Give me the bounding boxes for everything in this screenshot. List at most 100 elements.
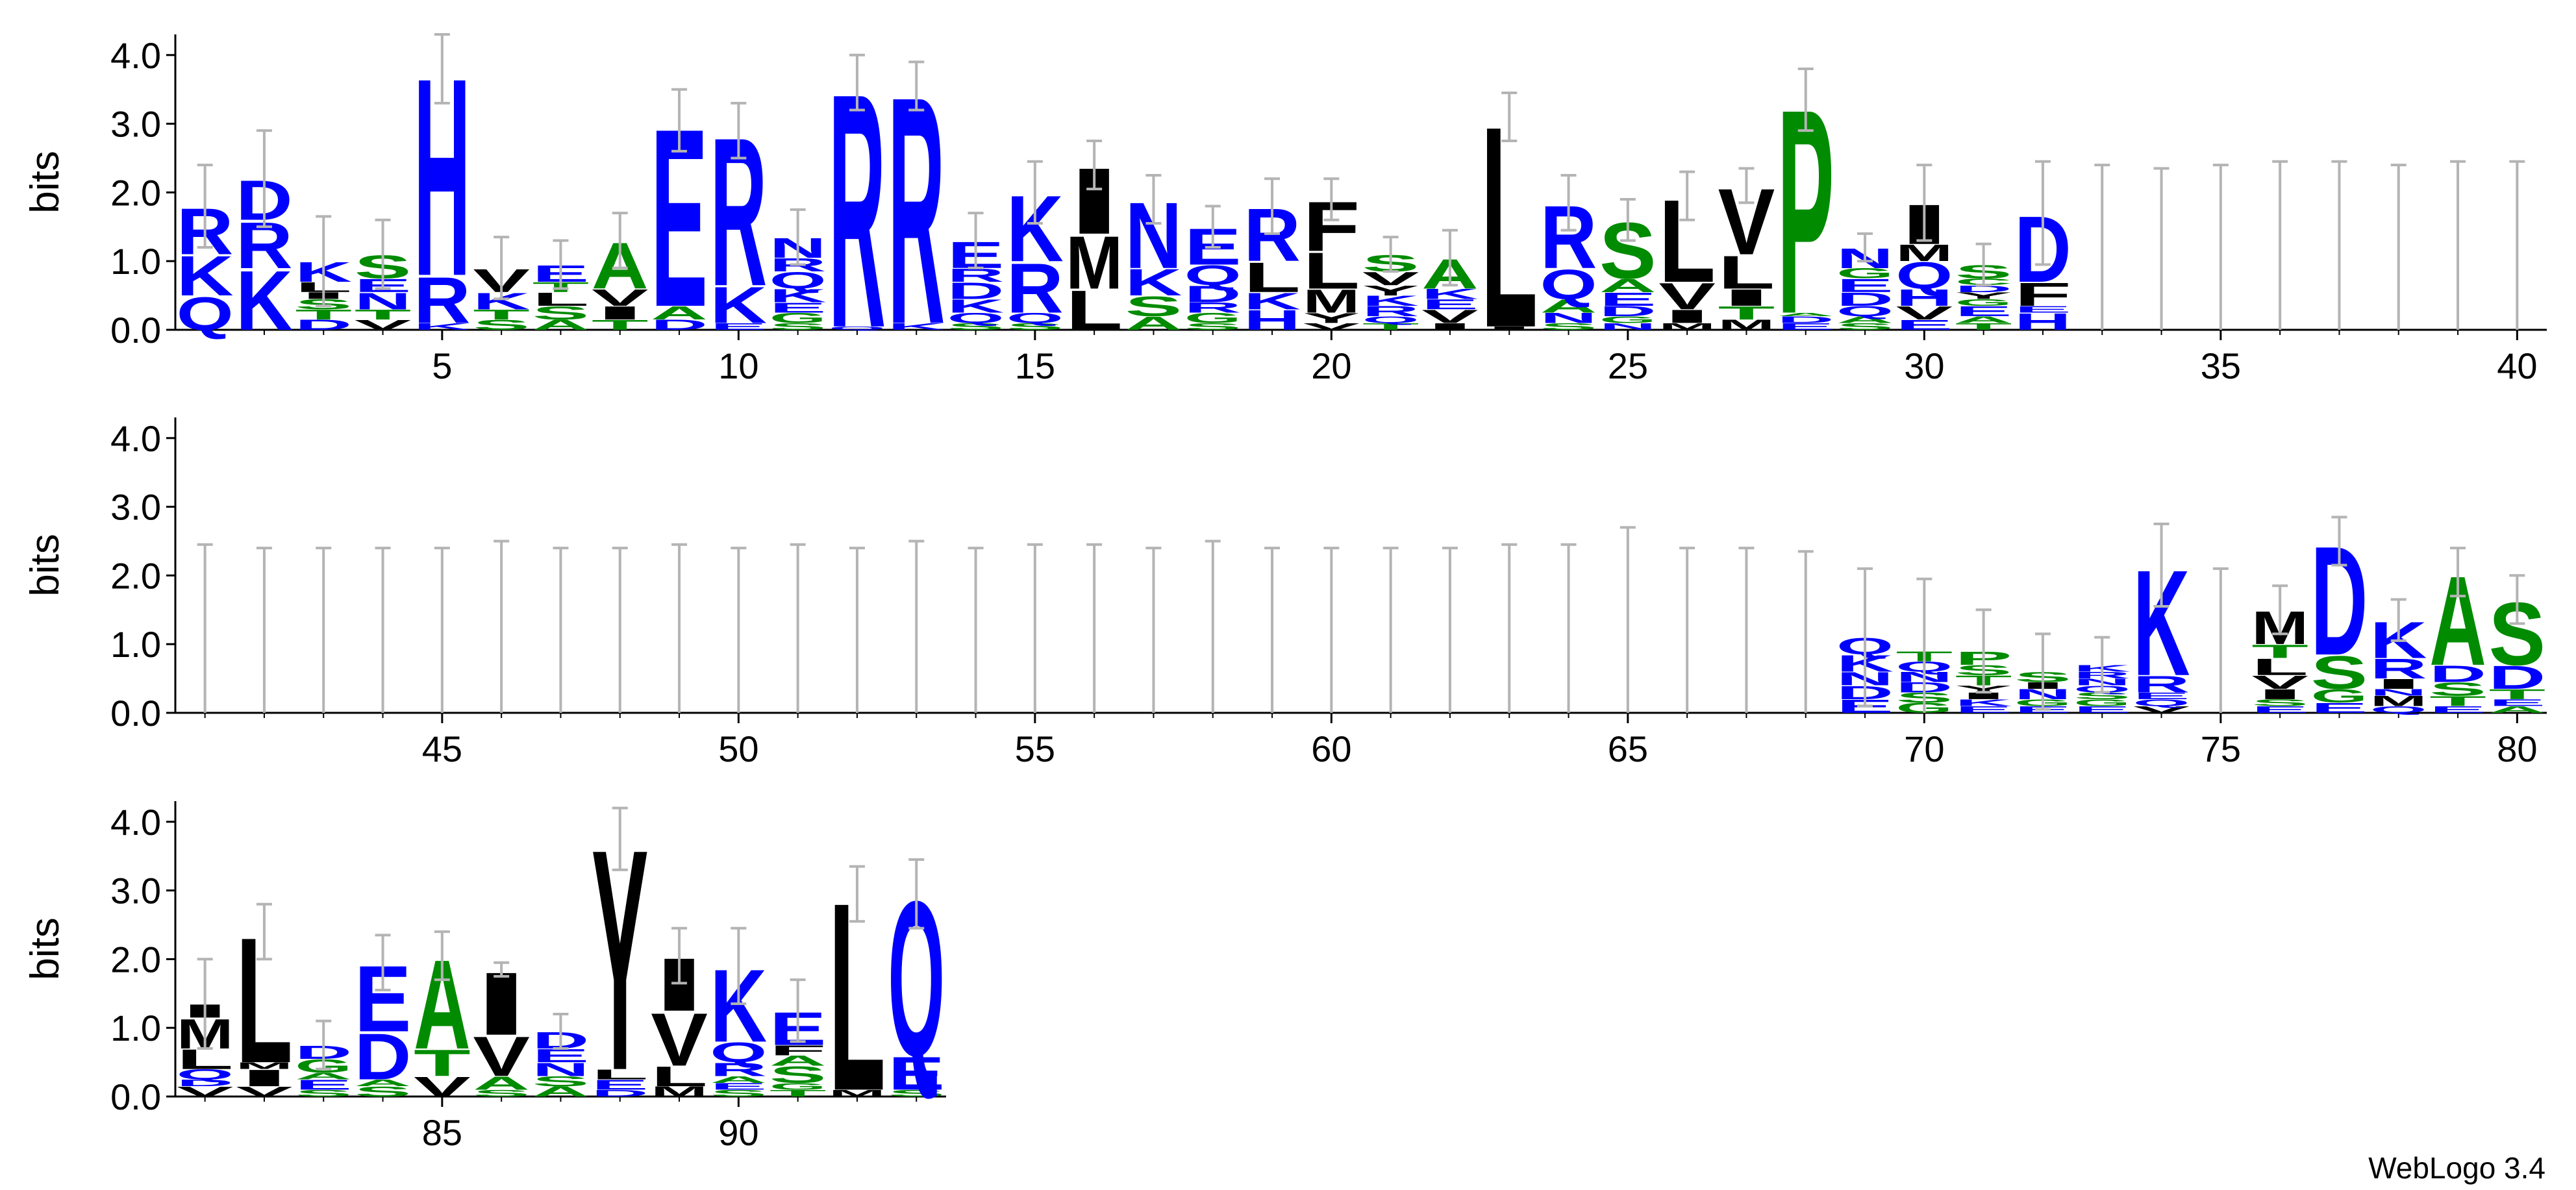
- error-bar: [908, 539, 925, 713]
- logo-letter: V: [355, 317, 412, 332]
- error-bar: [1738, 167, 1755, 205]
- logo-letter: V: [1658, 275, 1716, 317]
- logo-letter: R: [2133, 671, 2190, 697]
- error-bar: [1027, 160, 1043, 225]
- error-bar: [1679, 547, 1695, 713]
- y-tick-label: 1.0: [110, 624, 161, 665]
- error-bar: [968, 547, 984, 713]
- error-bar: [197, 543, 213, 713]
- logo-letter: D: [1777, 314, 1834, 325]
- error-bar: [908, 60, 925, 112]
- logo-letter: D: [651, 317, 708, 332]
- logo-letter: D: [177, 1078, 234, 1088]
- logo-letter: S: [532, 303, 590, 324]
- error-bar: [1501, 543, 1518, 713]
- error-bar: [434, 930, 450, 982]
- logo-letter: A: [295, 1071, 352, 1082]
- error-bar: [849, 547, 865, 713]
- logo-letter: S: [769, 321, 827, 332]
- error-bar: [494, 236, 510, 301]
- logo-letter: E: [1955, 704, 2012, 715]
- logo-letter: A: [1540, 295, 1597, 317]
- error-bar: [1264, 547, 1281, 713]
- logo-letter: E: [1896, 317, 1953, 332]
- logo-letter: E: [710, 321, 768, 332]
- error-bar: [2094, 636, 2110, 694]
- error-bar: [1738, 547, 1755, 713]
- logo-letter: V: [177, 1084, 234, 1099]
- error-bar: [1382, 236, 1399, 273]
- error-bar: [1560, 173, 1577, 232]
- logo-letter: A: [1599, 275, 1657, 296]
- logo-letter: K: [1421, 286, 1479, 302]
- y-tick-label: 3.0: [110, 871, 161, 911]
- error-bar: [553, 547, 569, 713]
- logo-letter: Q: [1007, 310, 1064, 326]
- x-tick-label: 55: [1015, 728, 1055, 769]
- logo-letter: M: [1896, 240, 1953, 266]
- logo-letter: S: [473, 1088, 530, 1098]
- logo-letter: S: [888, 1088, 945, 1098]
- logo-letter: E: [2429, 704, 2486, 715]
- y-tick-label: 4.0: [110, 802, 161, 843]
- error-bar: [2450, 547, 2466, 598]
- x-tick-label: 70: [1904, 728, 1944, 769]
- y-tick-label: 2.0: [110, 555, 161, 596]
- logo-letter: A: [355, 1078, 412, 1088]
- logo-letter: E: [1777, 321, 1834, 332]
- error-bar: [1086, 543, 1103, 713]
- logo-letter: Q: [1540, 261, 1597, 308]
- error-bar: [494, 961, 510, 978]
- logo-letter: A: [1777, 312, 1834, 317]
- error-bar: [612, 806, 628, 871]
- logo-letter: A: [473, 1072, 530, 1094]
- error-bar: [2212, 567, 2229, 713]
- logo-letter: K: [1362, 293, 1419, 308]
- x-tick-label: 65: [1608, 728, 1648, 769]
- logo-letter: Q: [177, 287, 234, 340]
- logo-letter: M: [1066, 221, 1123, 305]
- error-bar: [494, 539, 510, 713]
- logo-letter: M: [1718, 317, 1775, 332]
- logo-letter: Y: [1303, 310, 1360, 326]
- logo-letter: R: [1362, 303, 1419, 319]
- logo-letter: V: [1896, 303, 1953, 324]
- logo-letter: K: [177, 244, 234, 308]
- error-bar: [2272, 584, 2288, 636]
- logo-letter: T: [2429, 693, 2486, 709]
- y-tick-label: 1.0: [110, 1008, 161, 1048]
- logo-letter: T: [769, 1088, 827, 1098]
- logo-letter: L: [651, 1061, 708, 1093]
- logo-letter: R: [1184, 300, 1242, 316]
- logo-letter: G: [1836, 266, 1894, 281]
- logo-letter: K: [236, 253, 293, 348]
- logo-letter: A: [1955, 314, 2012, 325]
- logo-letter: T: [1955, 321, 2012, 332]
- error-bar: [375, 547, 391, 713]
- logo-letter: K: [888, 321, 945, 332]
- logo-letter: V: [236, 1084, 293, 1099]
- logo-letter: Q: [710, 1037, 768, 1069]
- logo-letter: T: [295, 307, 352, 323]
- logo-letter: Q: [1184, 260, 1242, 291]
- logo-letter: S: [2251, 697, 2308, 708]
- error-bar: [2331, 160, 2347, 330]
- logo-letter: E: [2489, 697, 2546, 708]
- y-tick-label: 2.0: [110, 172, 161, 213]
- logo-letter: K: [947, 295, 1005, 317]
- x-tick-label: 40: [2497, 345, 2537, 386]
- error-bar: [1619, 197, 1636, 242]
- logo-letter: V: [592, 284, 649, 311]
- y-axis-label: bits: [23, 534, 68, 596]
- error-bar: [375, 218, 391, 290]
- logo-letter: D: [592, 1088, 649, 1098]
- error-bar: [671, 88, 688, 153]
- logo-letter: I: [1955, 691, 2012, 701]
- logo-letter: S: [947, 321, 1005, 332]
- error-bar: [316, 1019, 332, 1071]
- logo-letter: G: [2073, 697, 2131, 708]
- logo-letter: D: [947, 278, 1005, 304]
- logo-letter: E: [1836, 275, 1894, 296]
- logo-letter: E: [1421, 297, 1479, 312]
